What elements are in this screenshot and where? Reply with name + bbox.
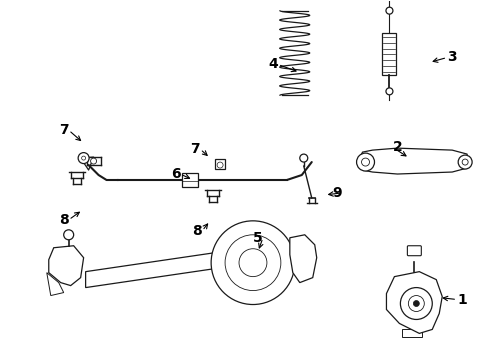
Polygon shape xyxy=(86,250,235,288)
FancyBboxPatch shape xyxy=(407,246,421,256)
FancyBboxPatch shape xyxy=(182,173,198,187)
Polygon shape xyxy=(47,273,64,296)
Text: 8: 8 xyxy=(59,213,69,227)
FancyBboxPatch shape xyxy=(383,32,396,75)
Circle shape xyxy=(300,154,308,162)
Circle shape xyxy=(78,153,89,163)
Circle shape xyxy=(217,162,223,168)
Text: 8: 8 xyxy=(193,224,202,238)
Polygon shape xyxy=(387,272,442,333)
Text: 3: 3 xyxy=(447,50,457,64)
Text: 7: 7 xyxy=(59,123,69,137)
Circle shape xyxy=(386,7,393,14)
Circle shape xyxy=(400,288,432,319)
Polygon shape xyxy=(402,329,422,337)
Text: 1: 1 xyxy=(457,293,467,306)
Polygon shape xyxy=(358,148,467,174)
Text: 4: 4 xyxy=(268,58,278,71)
Circle shape xyxy=(64,230,74,240)
Circle shape xyxy=(362,158,369,166)
Polygon shape xyxy=(49,246,84,285)
FancyBboxPatch shape xyxy=(215,159,225,169)
Circle shape xyxy=(239,249,267,276)
Circle shape xyxy=(462,159,468,165)
Text: 5: 5 xyxy=(253,231,263,245)
Circle shape xyxy=(386,88,393,95)
Circle shape xyxy=(82,156,86,160)
Text: 6: 6 xyxy=(171,167,180,181)
Circle shape xyxy=(225,235,281,291)
Circle shape xyxy=(414,301,419,306)
Circle shape xyxy=(91,158,97,164)
Text: 2: 2 xyxy=(392,140,402,154)
Circle shape xyxy=(458,155,472,169)
Polygon shape xyxy=(290,235,317,283)
Text: 9: 9 xyxy=(332,186,342,200)
Circle shape xyxy=(408,296,424,311)
Circle shape xyxy=(357,153,374,171)
Circle shape xyxy=(211,221,295,305)
Text: 7: 7 xyxy=(191,142,200,156)
